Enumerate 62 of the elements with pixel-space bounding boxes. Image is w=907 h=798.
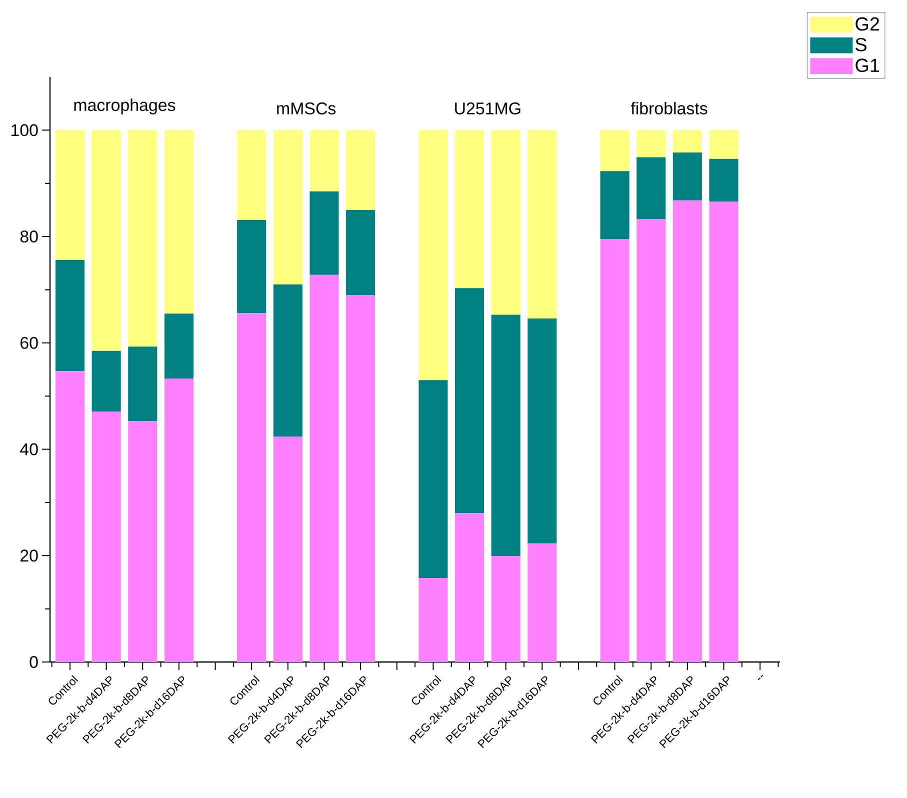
bar <box>310 191 339 275</box>
bar <box>709 158 738 202</box>
bar <box>636 130 666 158</box>
y-tick-label: 40 <box>20 443 38 456</box>
annotation: macrophages <box>74 98 176 114</box>
bar <box>600 239 630 662</box>
bar <box>273 284 302 437</box>
bar <box>672 200 702 662</box>
bar <box>454 130 484 288</box>
annotation: mMSCs <box>277 102 336 114</box>
bar <box>600 130 630 172</box>
y-tick-label: 20 <box>20 550 38 562</box>
bar <box>454 288 484 514</box>
bar <box>346 295 376 662</box>
bar <box>273 130 302 284</box>
bar <box>672 130 702 153</box>
bar <box>237 220 266 314</box>
bar <box>128 130 158 347</box>
bar <box>310 274 339 662</box>
bar <box>346 210 376 296</box>
bar <box>164 378 194 662</box>
legend-label: G1 <box>856 58 880 72</box>
bar <box>709 130 738 159</box>
bar <box>346 130 376 210</box>
bar <box>491 314 520 556</box>
bar <box>636 218 666 662</box>
bar <box>528 318 557 544</box>
bar <box>92 350 121 412</box>
bar <box>418 578 448 662</box>
bar <box>128 421 158 662</box>
bar <box>92 130 121 351</box>
bar <box>237 313 266 662</box>
bar <box>528 130 557 318</box>
bar <box>92 412 121 662</box>
bar <box>528 543 557 662</box>
annotation: U251MG <box>455 102 520 114</box>
bar <box>418 380 448 578</box>
y-tick-label: 80 <box>20 230 38 243</box>
y-tick-label: 0 <box>30 656 38 668</box>
bar <box>636 157 666 219</box>
annotation: fibroblasts <box>630 102 708 114</box>
x-tick-label: -- <box>758 674 764 680</box>
bar <box>600 171 630 240</box>
bar <box>128 346 158 422</box>
bar <box>164 314 194 379</box>
legend-label: G2 <box>856 17 880 31</box>
bar <box>164 130 194 314</box>
bar <box>237 130 266 220</box>
bar <box>55 130 85 260</box>
bar <box>709 201 738 662</box>
bar <box>55 371 85 662</box>
bar <box>310 130 339 192</box>
bar <box>491 556 520 662</box>
y-tick-label: 60 <box>20 336 38 349</box>
legend-label: S <box>856 38 866 52</box>
bar <box>55 260 85 372</box>
bar <box>418 130 448 380</box>
bar <box>491 130 520 315</box>
bar <box>672 152 702 200</box>
bar <box>273 436 302 662</box>
y-tick-label: 100 <box>12 124 38 136</box>
bar <box>454 513 484 662</box>
